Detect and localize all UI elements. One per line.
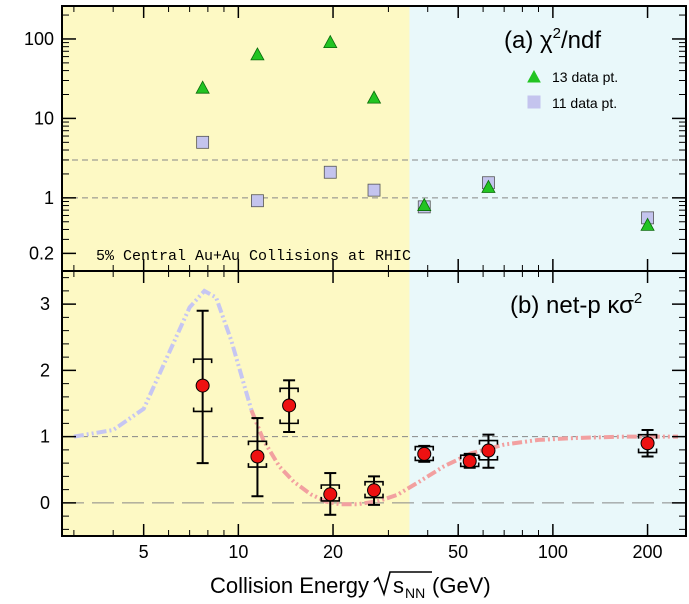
sys-error-bracket xyxy=(192,358,213,364)
model-curve-low-energy xyxy=(73,288,254,439)
x-tick-label: 100 xyxy=(538,542,568,562)
panel-a-title: (a) χ2/ndf xyxy=(504,25,601,54)
triangle-marker xyxy=(366,90,382,104)
x-axis-title-sqrt-body: s xyxy=(393,573,404,598)
legend-triangle-marker xyxy=(527,69,541,83)
triangle-marker xyxy=(640,217,655,231)
axis-ticks: 5 10 20 50 100 200 0.2 1 10 100 0 1 2 3 xyxy=(24,6,686,562)
data-marker xyxy=(462,454,477,469)
sys-error-bracket xyxy=(414,445,435,451)
data-point-group xyxy=(364,475,384,506)
sys-error-bracket xyxy=(247,463,268,468)
data-marker xyxy=(323,487,338,502)
data-point-group xyxy=(279,379,299,433)
legend-label-11-points: 11 data pt. xyxy=(552,95,617,111)
data-point-group xyxy=(320,472,341,516)
sys-error-bracket xyxy=(637,448,658,454)
panel-b-y-tick-label: 1 xyxy=(40,427,50,447)
sys-error-bracket xyxy=(364,480,384,486)
x-axis-title-prefix: Collision Energy xyxy=(210,573,369,598)
panel-b-y-tick-label: 2 xyxy=(40,360,50,380)
data-point-group xyxy=(478,433,499,469)
data-point-group xyxy=(637,429,658,458)
sys-error-bracket xyxy=(320,484,341,489)
data-point-group xyxy=(247,417,268,498)
sqrt-sign xyxy=(373,571,432,597)
panel-a-y-tick-label: 100 xyxy=(24,29,54,49)
x-tick-label: 5 xyxy=(139,542,149,562)
data-marker xyxy=(417,446,432,461)
sys-error-bracket xyxy=(192,407,213,413)
panel-a-low-energy-region xyxy=(62,6,410,271)
panel-a-annotation: 5% Central Au+Au Collisions at RHIC xyxy=(96,248,411,265)
panel-a-reference-lines xyxy=(62,159,686,199)
data-marker xyxy=(282,398,297,413)
panel-b-title: (b) net-p κσ2 xyxy=(510,290,642,319)
legend-label-13-points: 13 data pt. xyxy=(552,69,618,85)
x-axis-title: Collision Energy s NN (GeV) xyxy=(210,571,491,601)
panel-a-y-tick-label: 1 xyxy=(44,188,54,208)
sys-error-bracket xyxy=(478,439,499,445)
panel-a-data-points xyxy=(195,34,655,231)
panel-b-low-energy-region xyxy=(62,271,410,536)
sys-error-bracket xyxy=(478,455,499,461)
square-marker xyxy=(367,183,381,197)
triangle-marker xyxy=(195,80,210,94)
triangle-marker xyxy=(481,179,496,193)
legend-square-marker xyxy=(527,95,541,109)
panel-a-y-tick-label: 10 xyxy=(34,108,54,128)
sys-error-bracket xyxy=(279,387,299,393)
panel-b-model-curve xyxy=(73,288,678,507)
x-tick-label: 200 xyxy=(633,542,663,562)
panel-a-y-tick-label: 0.2 xyxy=(29,243,54,263)
panel-b-y-tick-label: 0 xyxy=(40,493,50,513)
square-marker xyxy=(323,165,337,179)
x-axis-title-suffix: (GeV) xyxy=(432,573,491,598)
data-marker xyxy=(250,449,265,464)
triangle-marker xyxy=(250,47,265,61)
sys-error-bracket xyxy=(247,440,268,446)
data-point-group xyxy=(192,309,213,465)
panel-b-frame xyxy=(61,270,687,537)
sys-error-bracket xyxy=(637,433,658,439)
triangle-marker xyxy=(323,34,338,49)
data-point-group xyxy=(414,444,435,463)
sys-error-bracket xyxy=(279,419,299,425)
x-tick-label: 10 xyxy=(228,542,248,562)
panel-b-y-tick-label: 3 xyxy=(40,294,50,314)
panel-b-high-energy-region xyxy=(409,271,686,536)
background-regions xyxy=(62,6,686,536)
data-point-group xyxy=(459,452,480,469)
model-curve-high-energy xyxy=(249,409,678,507)
sys-error-bracket xyxy=(364,493,384,499)
data-marker xyxy=(481,443,496,458)
panel-a-legend: 13 data pt. 11 data pt. xyxy=(527,69,618,111)
data-marker xyxy=(640,436,655,451)
x-axis-title-subscript: NN xyxy=(405,585,425,601)
panel-b-data-points xyxy=(192,309,658,516)
data-marker xyxy=(367,483,382,498)
panel-a-high-energy-region xyxy=(409,6,686,271)
square-marker xyxy=(196,135,210,149)
x-tick-label: 50 xyxy=(448,542,468,562)
x-tick-label: 20 xyxy=(323,542,343,562)
data-marker xyxy=(195,378,210,393)
square-marker xyxy=(251,194,264,208)
triangle-marker xyxy=(417,197,432,211)
